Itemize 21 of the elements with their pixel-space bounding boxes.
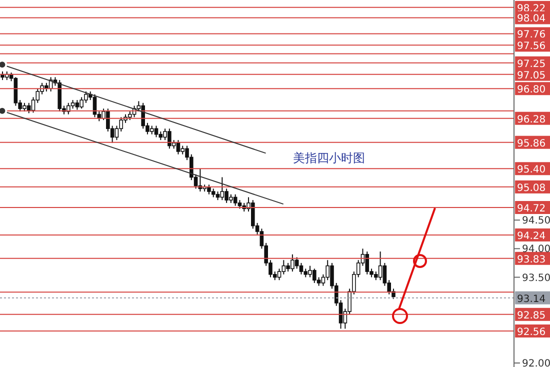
ref-line-label: 93.14	[517, 294, 546, 305]
ref-line-label: 98.04	[517, 14, 546, 25]
ref-line-label: 95.40	[517, 164, 546, 176]
ref-line-label: 92.56	[517, 326, 546, 338]
ref-line-label: 97.56	[517, 41, 546, 52]
y-tick-label: 92.00	[522, 358, 550, 367]
ref-line-label: 93.83	[517, 254, 546, 266]
ref-line-label: 96.28	[517, 114, 546, 126]
ref-line-label: 97.05	[517, 70, 546, 82]
ref-line-label: 92.85	[517, 310, 546, 322]
ref-line-label: 98.22	[517, 3, 546, 14]
ref-line-label: 94.24	[517, 230, 546, 242]
y-tick-label: 93.50	[522, 272, 550, 284]
ref-line-label: 97.76	[517, 30, 546, 41]
ref-line-label: 95.86	[517, 138, 546, 150]
annotation: 美指四小时图	[293, 150, 365, 167]
y-tick-label: 94.50	[522, 216, 550, 227]
ref-line-label: 95.08	[517, 182, 546, 194]
ref-line-label: 94.72	[517, 204, 546, 215]
ref-line-label: 96.80	[517, 84, 546, 96]
ref-line-label: 97.25	[517, 58, 546, 70]
